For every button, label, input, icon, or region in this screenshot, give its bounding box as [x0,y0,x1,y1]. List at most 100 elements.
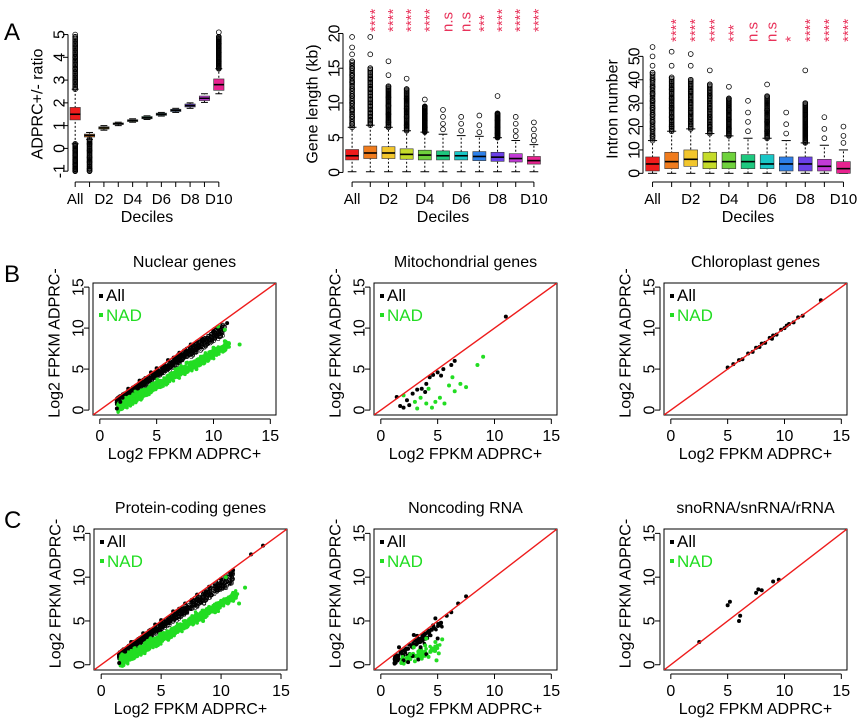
point-nad [164,378,168,383]
outlier-point [367,65,374,72]
outlier-point [668,48,675,55]
point-nad [424,401,429,406]
x-tick-label: 0 [376,428,385,445]
point-nad [183,372,187,377]
point-nad [433,399,438,404]
outlier-point [745,128,751,135]
point-all [171,359,176,364]
point-nad [167,378,172,383]
x-tick-label: D4 [123,191,142,208]
outlier-point [764,93,770,99]
panel-label-b: B [4,261,20,288]
significance-label: **** [512,8,529,32]
point-all [182,607,187,612]
significance-label: n.s [440,12,457,32]
y-tick-label: 15 [352,278,369,296]
point-nad [139,388,144,392]
legend-label-nad: NAD [387,306,423,325]
point-all [168,363,173,368]
significance-label: *** [476,14,493,32]
outlier-point [707,67,713,74]
legend-marker-nad [670,313,674,317]
outlier-point [745,109,751,116]
significance-label: **** [403,8,420,32]
point-nad [220,345,224,349]
x-tick-label: D6 [152,191,171,208]
outlier-point [403,75,410,82]
point-nad [158,378,162,383]
point-all [230,576,235,581]
outlier-point [349,58,355,65]
plot-area [664,283,847,415]
x-tick-label: D4 [415,191,434,208]
outlier-point [821,135,828,142]
outlier-point [649,69,656,76]
plot-frame [663,282,848,416]
x-tick-label: 10 [205,428,223,445]
point-nad [475,362,480,367]
x-tick-label: 15 [261,428,279,445]
point-all [182,612,187,617]
point-all [401,405,406,410]
significance-label: **** [821,18,838,42]
point-all [188,605,193,610]
outlier-point [745,119,751,125]
x-tick-label: D8 [488,191,507,208]
identity-line [93,283,276,415]
point-all [143,633,148,638]
box-D9 [817,158,832,172]
point-nad [481,354,486,359]
point-nad [124,400,128,405]
point-all [212,336,217,341]
significance-label: *** [725,24,742,42]
outlier-point [494,93,501,99]
point-all [218,586,223,591]
significance-label: **** [668,18,685,42]
plot-area [374,283,557,415]
point-all [404,398,409,403]
point-nad [129,396,133,401]
point-all [217,583,222,588]
point-all [198,600,203,605]
outlier-point [687,76,694,83]
x-tick-label: All [644,191,661,208]
outlier-point [707,81,713,88]
significance-label: **** [494,8,511,32]
x-tick-label: 5 [152,428,161,445]
point-all [128,644,133,649]
point-nad [166,373,171,378]
point-all [207,593,212,598]
point-all [175,360,180,365]
x-tick-label: 10 [486,428,504,445]
outlier-point [422,96,428,103]
plot-frame [93,528,288,671]
outlier-point [783,130,789,137]
outlier-point [349,44,355,51]
point-all [190,348,195,353]
y-tick-label: 10 [627,141,644,159]
outlier-point [802,100,809,106]
x-tick-label: 15 [272,683,290,700]
x-tick-label: All [67,191,84,208]
point-nad [126,396,130,400]
y-tick-label: -1 [52,164,69,178]
point-all [206,340,211,345]
x-axis-label: Deciles [722,209,774,226]
y-tick-label: 15 [642,278,659,296]
point-all [219,331,224,336]
outlier-point [512,133,519,140]
legend-marker-nad [99,313,103,317]
x-tick-label: D2 [379,191,398,208]
outlier-point [531,132,537,139]
y-tick-label: 30 [627,94,644,112]
x-tick-label: 5 [433,428,442,445]
x-axis-label: Deciles [417,209,469,226]
point-all [182,354,187,359]
point-nad [160,383,165,388]
outlier-point [494,110,501,117]
point-nad [177,366,182,371]
y-tick-label: 40 [627,71,644,89]
point-all [175,610,180,615]
legend-marker-all [670,294,674,298]
